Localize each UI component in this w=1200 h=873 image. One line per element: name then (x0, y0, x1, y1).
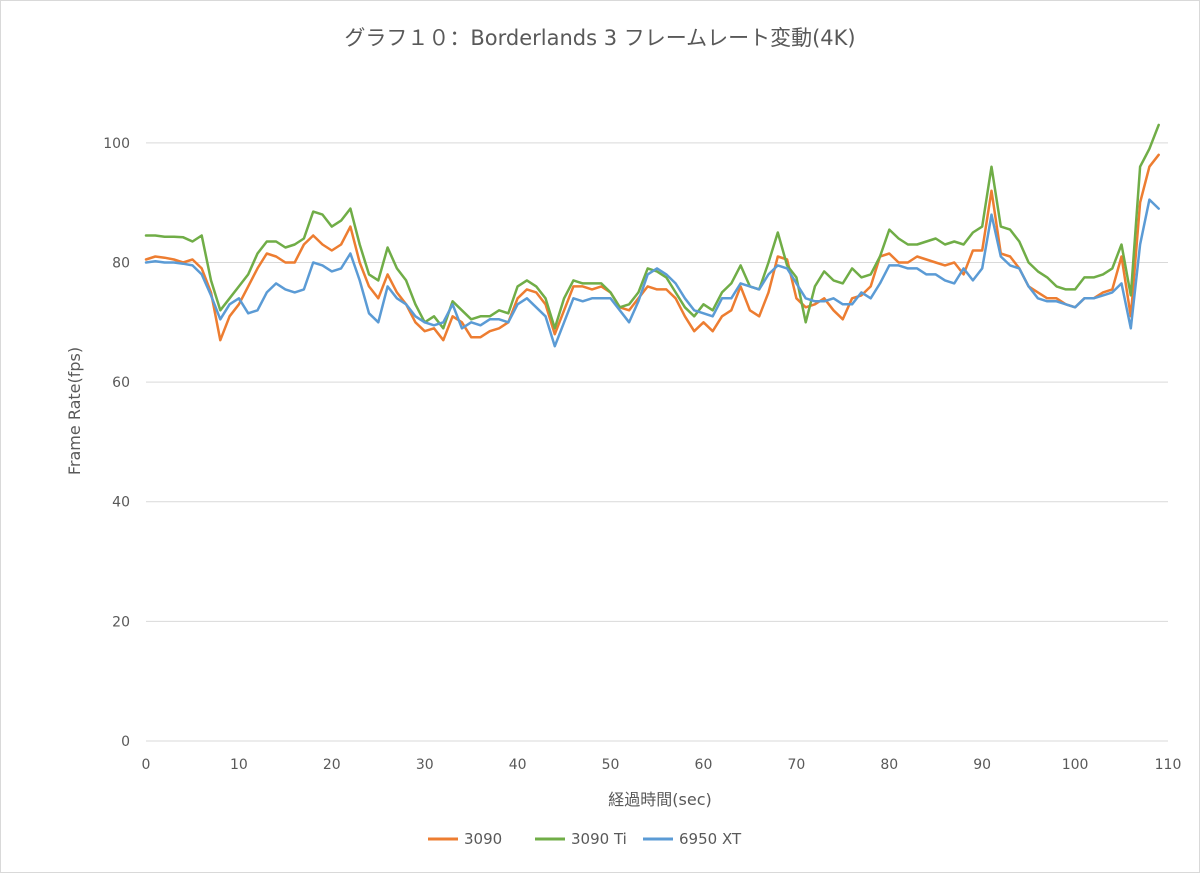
x-tick-label: 30 (416, 757, 434, 773)
x-tick-label: 90 (973, 757, 991, 773)
legend-label: 6950 XT (679, 830, 742, 848)
series-line-6950-xt (144, 198, 1160, 348)
legend-item-3090-ti: 3090 Ti (535, 830, 627, 848)
x-tick-label: 0 (142, 757, 151, 773)
x-tick-label: 50 (602, 757, 620, 773)
x-tick-label: 70 (787, 757, 805, 773)
y-tick-label: 80 (112, 255, 130, 271)
x-tick-label: 40 (509, 757, 527, 773)
data-series (144, 123, 1160, 348)
y-tick-label: 100 (103, 136, 130, 152)
legend-label: 3090 (464, 830, 502, 848)
gridlines (146, 142, 1168, 742)
legend-item-6950-xt: 6950 XT (643, 830, 742, 848)
y-tick-label: 40 (112, 495, 130, 511)
x-tick-label: 60 (695, 757, 713, 773)
y-tick-label: 20 (112, 614, 130, 630)
y-tick-label: 0 (121, 734, 130, 750)
x-tick-label: 100 (1062, 757, 1089, 773)
y-axis-label: Frame Rate(fps) (65, 347, 84, 475)
x-tick-label: 80 (880, 757, 898, 773)
x-axis-ticks: 0 10 20 30 40 50 60 70 80 90 100 110 (142, 757, 1182, 773)
x-tick-label: 110 (1155, 757, 1182, 773)
legend-label: 3090 Ti (571, 830, 627, 848)
legend-item-3090: 3090 (428, 830, 502, 848)
y-tick-label: 60 (112, 375, 130, 391)
series-line-3090-ti (144, 123, 1160, 330)
x-axis-label: 経過時間(sec) (608, 790, 711, 809)
legend: 3090 3090 Ti 6950 XT (428, 830, 742, 848)
y-axis-ticks: 0 20 40 60 80 100 (103, 136, 130, 750)
x-tick-label: 10 (230, 757, 248, 773)
x-tick-label: 20 (323, 757, 341, 773)
series-line-3090 (144, 153, 1160, 342)
chart-title: グラフ１０：Borderlands 3 フレームレート変動(4K) (344, 26, 855, 50)
